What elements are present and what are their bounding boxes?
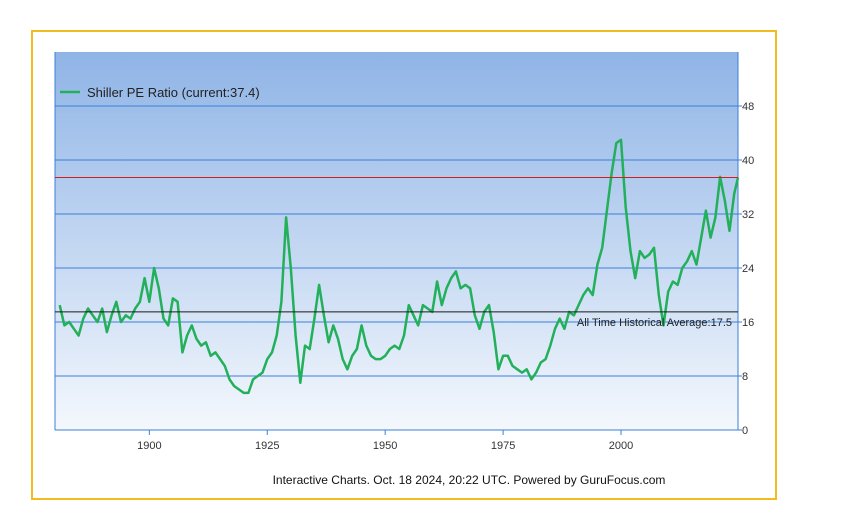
- y-tick-label: 16: [742, 317, 754, 329]
- x-tick-label: 1925: [255, 440, 279, 452]
- y-tick-label: 0: [742, 425, 748, 437]
- x-tick-label: 1950: [373, 440, 397, 452]
- x-tick-label: 1975: [491, 440, 515, 452]
- y-tick-label: 24: [742, 263, 754, 275]
- chart-frame: 1900 1925 1950 1975 2000 0 8 16 24 32 40 48 All Ti…: [31, 30, 777, 500]
- y-tick-label: 48: [742, 101, 754, 113]
- chart-svg: 1900 1925 1950 1975 2000 0 8 16 24 32 40 48 All Ti…: [54, 52, 754, 487]
- series-layer: [58, 138, 740, 395]
- y-tick-label: 40: [742, 155, 754, 167]
- series-line-shiller-pe[interactable]: [58, 138, 740, 395]
- x-tick-label: 2000: [609, 440, 633, 452]
- average-label: All Time Historical Average:17.5: [577, 317, 732, 329]
- y-axis: 0 8 16 24 32 40 48: [54, 52, 754, 437]
- footer-credit: Interactive Charts. Oct. 18 2024, 20:22 …: [273, 473, 666, 487]
- y-tick-label: 32: [742, 209, 754, 221]
- x-axis: 1900 1925 1950 1975 2000: [55, 429, 738, 452]
- reference-lines: All Time Historical Average:17.5: [55, 177, 738, 329]
- legend[interactable]: Shiller PE Ratio (current:37.4): [60, 85, 260, 100]
- y-tick-label: 8: [742, 371, 748, 383]
- x-tick-label: 1900: [137, 440, 161, 452]
- legend-label: Shiller PE Ratio (current:37.4): [87, 85, 260, 100]
- plot-area: [55, 52, 738, 430]
